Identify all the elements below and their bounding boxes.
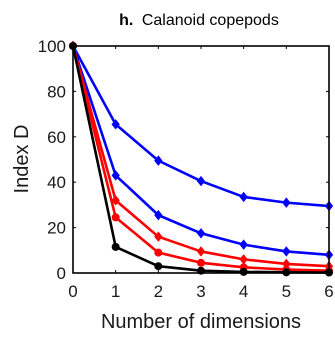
series-1-point [196,175,206,187]
y-tick-label: 80 [47,82,66,101]
x-axis-label: Number of dimensions [101,311,301,333]
x-tick-label: 4 [239,282,248,301]
x-tick-label: 6 [324,282,333,301]
x-tick-label: 0 [68,282,77,301]
series-4-point [111,213,120,222]
series-2-point [239,239,248,250]
chart-title-text: Calanoid copepods [142,12,279,29]
series-4-point [197,258,205,267]
y-tick-label: 0 [57,264,66,283]
series-1-point [239,191,248,203]
chart-title: h. Calanoid copepods [119,12,279,29]
x-tick-label: 1 [111,282,120,301]
x-tick-label: 5 [282,282,291,301]
series-1-point [282,197,291,208]
y-tick-label: 60 [47,128,66,147]
series-1-point [154,155,163,166]
series-4-point [154,248,163,257]
series-1-point [111,119,120,130]
series-5-point [111,242,120,251]
series-layer [68,40,334,277]
series-2-point [282,246,291,257]
series-2-point [111,170,120,181]
series-4 [69,42,333,275]
series-2-point [154,209,163,221]
chart-title-panel: h. [119,12,133,29]
series-5 [69,42,333,277]
series-3-point [239,254,248,265]
series-3-point [111,195,120,206]
x-tick-label: 2 [154,282,163,301]
series-2-point [196,228,206,239]
y-tick-label: 20 [47,219,66,238]
series-5-point [154,262,163,271]
y-tick-label: 100 [38,37,66,56]
series-3-point [154,231,163,242]
y-tick-label: 40 [47,173,66,192]
series-3-point [196,246,206,257]
y-axis-label: Index D [11,125,33,194]
x-tick-label: 3 [196,282,205,301]
series-2 [68,40,334,261]
